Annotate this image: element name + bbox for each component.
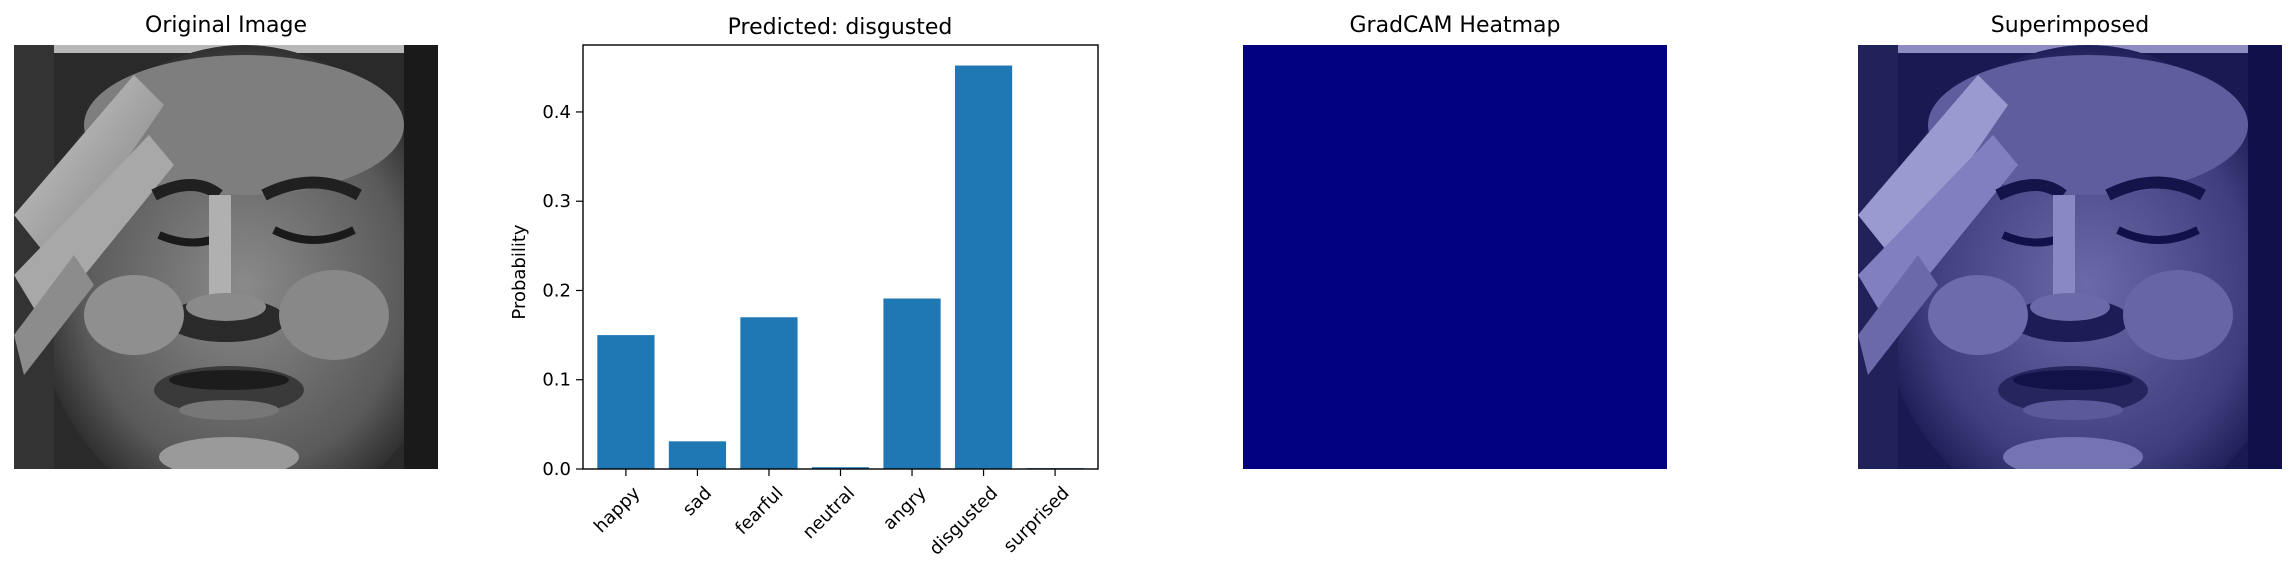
- superimposed-image: [1858, 45, 2282, 469]
- gradcam-heatmap-title: GradCAM Heatmap: [1349, 13, 1561, 38]
- y-tick-label: 0.2: [542, 280, 571, 301]
- bar-neutral: [811, 467, 870, 469]
- original-face-image: [14, 45, 438, 469]
- gradcam-heatmap-image: [1243, 45, 1667, 469]
- x-tick-label-fearful: fearful: [731, 483, 787, 539]
- prediction-bar-chart: Predicted: disgusted Probability 0.0 0.1 0…: [509, 15, 1099, 560]
- chart-plot-frame: [582, 44, 1099, 470]
- y-tick-label: 0.3: [542, 191, 571, 212]
- chart-y-axis-label: Probability: [509, 224, 530, 319]
- face-grayscale-picture: [14, 45, 438, 469]
- bar-sad: [668, 441, 727, 469]
- x-tick-label-sad: sad: [679, 483, 716, 520]
- original-image-title: Original Image: [145, 13, 307, 38]
- bar-angry: [883, 298, 941, 469]
- superimposed-face-picture: [1858, 45, 2282, 469]
- x-tick-label-happy: happy: [590, 482, 645, 537]
- x-tick-label-surprised: surprised: [999, 483, 1073, 557]
- y-tick-label: 0.4: [542, 102, 571, 123]
- bar-happy: [597, 335, 655, 469]
- y-tick-label: 0.0: [542, 459, 571, 480]
- bar-disgusted: [954, 65, 1013, 470]
- x-tick-label-neutral: neutral: [799, 483, 859, 543]
- chart-title: Predicted: disgusted: [728, 15, 953, 40]
- superimposed-title: Superimposed: [1990, 13, 2150, 38]
- bar-fearful: [740, 317, 798, 469]
- x-tick-label-angry: angry: [879, 482, 931, 534]
- x-tick-label-disgusted: disgusted: [925, 483, 1002, 560]
- y-tick-label: 0.1: [542, 370, 571, 391]
